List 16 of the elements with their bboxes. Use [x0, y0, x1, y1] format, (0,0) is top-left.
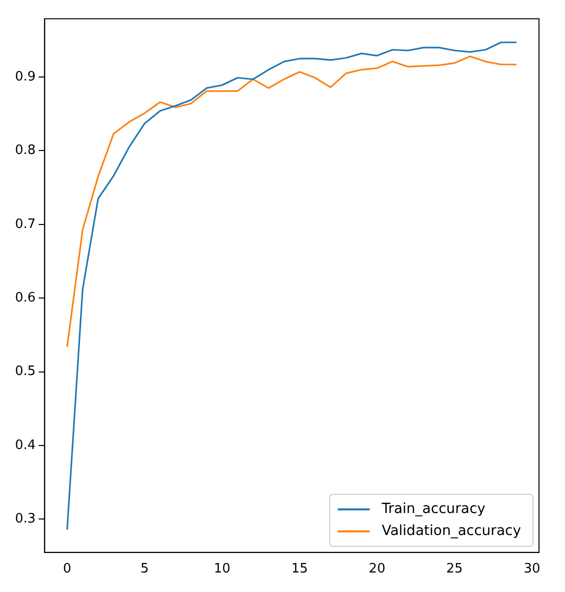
y-tick-label: 0.4 [14, 438, 36, 453]
x-tick-label: 15 [291, 562, 308, 577]
y-tick-label: 0.5 [14, 364, 36, 380]
x-tick-label: 0 [63, 562, 72, 577]
x-tick-label: 30 [524, 562, 540, 577]
x-tick-label: 20 [368, 562, 386, 577]
x-tick-label: 10 [214, 562, 230, 577]
y-tick-label: 0.3 [14, 512, 36, 527]
y-tick-label: 0.7 [14, 216, 36, 232]
legend-label: Train_accuracy [380, 501, 486, 518]
x-tick-label: 5 [140, 562, 149, 577]
legend-label: Validation_accuracy [382, 523, 521, 540]
y-tick-label: 0.8 [14, 143, 36, 158]
x-tick-label: 25 [446, 562, 463, 577]
y-tick-label: 0.6 [14, 290, 36, 306]
y-tick-label: 0.9 [14, 69, 36, 84]
